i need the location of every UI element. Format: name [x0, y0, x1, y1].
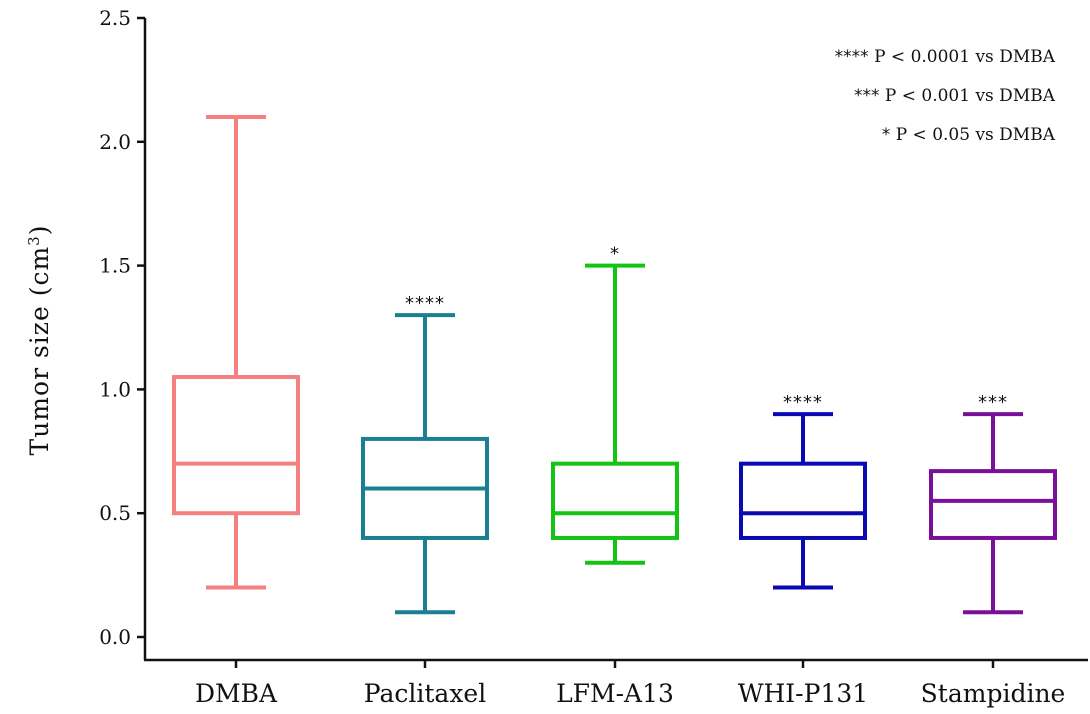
box-group: ****	[739, 392, 867, 590]
y-axis-title: Tumor size (cm3)	[25, 225, 54, 456]
y-axis-title-superscript: 3	[25, 235, 43, 246]
y-tick-label: 1.0	[99, 377, 131, 401]
iqr-box	[551, 461, 679, 540]
y-axis-title-text: Tumor size (cm	[25, 246, 54, 456]
legend-entry: *** P < 0.001 vs DMBA	[854, 86, 1056, 106]
legend-entry: **** P < 0.0001 vs DMBA	[835, 47, 1056, 67]
x-tick-label: WHI-P131	[738, 679, 868, 708]
x-tick-label: Stampidine	[921, 679, 1066, 708]
box-group: ****	[361, 293, 489, 615]
x-tick-label: Paclitaxel	[364, 679, 486, 708]
y-axis-title-close: )	[25, 225, 54, 236]
legend-stars: ****	[835, 47, 874, 67]
iqr-box	[929, 469, 1057, 540]
box-group: *	[551, 244, 679, 565]
legend: **** P < 0.0001 vs DMBA*** P < 0.001 vs …	[835, 47, 1056, 145]
y-tick-label: 2.5	[99, 6, 131, 30]
box-group	[172, 115, 300, 590]
significance-stars: ****	[405, 293, 445, 314]
legend-text: P < 0.0001 vs DMBA	[874, 47, 1056, 67]
legend-stars: *	[882, 125, 896, 145]
box-series: ********* ***	[172, 115, 1057, 615]
iqr-box	[172, 375, 300, 516]
x-tick-label: DMBA	[195, 679, 278, 708]
axes: 0.0 0.5 1.0 1.5 2.0 2.5 DMBA Paclitaxel LFM-A13 W…	[99, 6, 1088, 708]
legend-text: P < 0.05 vs DMBA	[896, 125, 1056, 145]
box-group: ***	[929, 392, 1057, 615]
significance-stars: ****	[783, 392, 823, 413]
y-tick-label: 0.0	[99, 625, 131, 649]
y-tick-label: 1.5	[99, 254, 131, 278]
significance-stars: *	[610, 244, 620, 265]
y-tick-label: 0.5	[99, 501, 131, 525]
legend-entry: * P < 0.05 vs DMBA	[882, 125, 1056, 145]
iqr-box	[739, 461, 867, 540]
legend-stars: ***	[854, 86, 885, 106]
legend-text: P < 0.001 vs DMBA	[885, 86, 1056, 106]
significance-stars: ***	[978, 392, 1008, 413]
x-tick-label: LFM-A13	[556, 679, 674, 708]
y-tick-label: 2.0	[99, 130, 131, 154]
